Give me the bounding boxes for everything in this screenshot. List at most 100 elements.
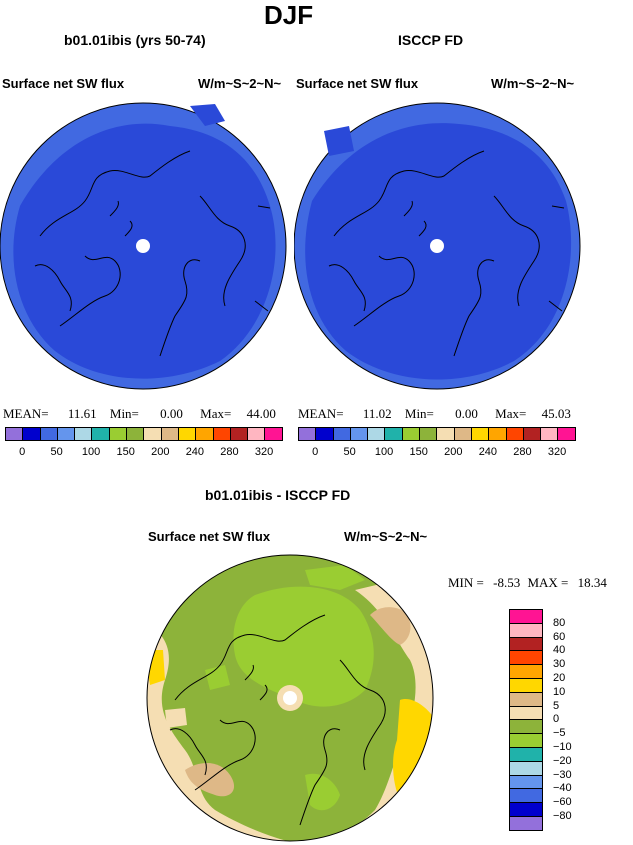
diff-units-label: W/m~S~2~N~ bbox=[344, 529, 428, 544]
colorbar-tick-label: 60 bbox=[553, 630, 566, 643]
colorbar-tick-label: 40 bbox=[553, 644, 566, 657]
colorbar-tick-label: −60 bbox=[553, 796, 572, 809]
colorbar-tick-label: 50 bbox=[343, 446, 356, 458]
panel2-units-label: W/m~S~2~N~ bbox=[491, 76, 575, 91]
panel2-max-value: 45.03 bbox=[541, 406, 571, 421]
colorbar-swatch bbox=[509, 636, 543, 652]
colorbar-swatch bbox=[212, 427, 231, 441]
colorbar-swatch bbox=[160, 427, 179, 441]
colorbar-swatch bbox=[74, 427, 93, 441]
panel1-colorbar bbox=[5, 427, 283, 441]
panel2-variable-label: Surface net SW flux bbox=[296, 76, 419, 91]
diff-min-label: MIN = bbox=[448, 575, 484, 590]
colorbar-tick-label: 5 bbox=[553, 699, 560, 712]
panel1-pole-hole bbox=[136, 239, 150, 253]
panel1-stats: MEAN= 11.61 Min= 0.00 Max= 44.00 bbox=[3, 406, 276, 422]
colorbar-swatch bbox=[108, 427, 128, 441]
colorbar-swatch bbox=[229, 427, 249, 441]
panel1-mean-label: MEAN= bbox=[3, 406, 49, 421]
colorbar-swatch bbox=[509, 691, 543, 707]
colorbar-swatch bbox=[315, 427, 334, 441]
colorbar-swatch bbox=[91, 427, 110, 441]
colorbar-swatch bbox=[505, 427, 524, 441]
colorbar-tick-label: −10 bbox=[553, 741, 572, 753]
colorbar-swatch bbox=[509, 746, 543, 762]
colorbar-swatch bbox=[436, 427, 455, 441]
colorbar-tick-label: −5 bbox=[553, 727, 566, 740]
colorbar-swatch bbox=[522, 427, 542, 441]
panel2-stats: MEAN= 11.02 Min= 0.00 Max= 45.03 bbox=[298, 406, 571, 422]
colorbar-swatch bbox=[509, 774, 543, 790]
colorbar-tick-label: 150 bbox=[409, 446, 428, 458]
colorbar-swatch bbox=[509, 733, 543, 748]
panel1-map bbox=[0, 102, 287, 390]
colorbar-tick-label: 0 bbox=[553, 713, 560, 726]
panel1-units-label: W/m~S~2~N~ bbox=[198, 76, 282, 91]
panel1-min-label: Min= bbox=[109, 406, 139, 421]
colorbar-swatch bbox=[126, 427, 145, 441]
colorbar-tick-label: 200 bbox=[151, 446, 170, 458]
colorbar-tick-label: −20 bbox=[553, 754, 572, 767]
diff-map bbox=[146, 554, 434, 842]
colorbar-tick-label: 0 bbox=[19, 446, 26, 458]
diff-max-label: MAX = bbox=[527, 575, 569, 590]
panel1-min-value: 0.00 bbox=[160, 406, 183, 421]
colorbar-swatch bbox=[453, 427, 472, 441]
panel2-map bbox=[294, 102, 581, 390]
colorbar-tick-label: 320 bbox=[547, 446, 567, 458]
colorbar-tick-label: −80 bbox=[553, 810, 572, 822]
colorbar-swatch bbox=[509, 815, 543, 831]
diff-min-value: -8.53 bbox=[493, 575, 521, 590]
colorbar-swatch bbox=[509, 609, 543, 624]
colorbar-swatch bbox=[401, 427, 421, 441]
colorbar-swatch bbox=[509, 677, 543, 693]
colorbar-tick-label: 0 bbox=[312, 446, 319, 458]
panel2-colorbar bbox=[298, 427, 576, 441]
colorbar-tick-label: −30 bbox=[553, 768, 572, 781]
colorbar-tick-label: 240 bbox=[185, 446, 205, 458]
panel2-min-label: Min= bbox=[404, 406, 434, 421]
panel2-min-value: 0.00 bbox=[455, 406, 478, 421]
panel2-mean-label: MEAN= bbox=[298, 406, 344, 421]
panel1-max-label: Max= bbox=[200, 406, 232, 421]
colorbar-tick-label: 20 bbox=[553, 672, 566, 684]
colorbar-tick-label: 150 bbox=[116, 446, 135, 458]
colorbar-swatch bbox=[509, 664, 543, 679]
colorbar-swatch bbox=[509, 788, 543, 804]
colorbar-swatch bbox=[264, 427, 283, 441]
colorbar-tick-label: 280 bbox=[513, 446, 532, 458]
colorbar-swatch bbox=[56, 427, 76, 441]
panel1-mean-value: 11.61 bbox=[67, 406, 97, 421]
colorbar-swatch bbox=[384, 427, 403, 441]
diff-variable-label: Surface net SW flux bbox=[148, 529, 271, 544]
colorbar-tick-label: 240 bbox=[478, 446, 498, 458]
colorbar-swatch bbox=[557, 427, 576, 441]
colorbar-tick-label: 280 bbox=[220, 446, 239, 458]
colorbar-swatch bbox=[143, 427, 162, 441]
season-title: DJF bbox=[264, 0, 314, 30]
panel2-title: ISCCP FD bbox=[398, 32, 464, 48]
colorbar-swatch bbox=[509, 719, 543, 735]
colorbar-swatch bbox=[419, 427, 438, 441]
colorbar-swatch bbox=[488, 427, 507, 441]
colorbar-swatch bbox=[470, 427, 490, 441]
colorbar-tick-label: 30 bbox=[553, 658, 566, 671]
panel2-coastlines bbox=[328, 150, 565, 357]
diff-title: b01.01ibis - ISCCP FD bbox=[205, 487, 351, 503]
colorbar-swatch bbox=[39, 427, 58, 441]
colorbar-swatch bbox=[247, 427, 266, 441]
colorbar-swatch bbox=[195, 427, 214, 441]
colorbar-swatch bbox=[509, 760, 543, 776]
colorbar-swatch bbox=[298, 427, 317, 441]
colorbar-tick-label: 200 bbox=[444, 446, 463, 458]
colorbar-swatch bbox=[367, 427, 386, 441]
diff-max-value: 18.34 bbox=[577, 575, 607, 590]
diff-stats: MIN = -8.53 MAX = 18.34 bbox=[448, 575, 607, 591]
colorbar-tick-label: 80 bbox=[553, 616, 566, 629]
panel2-pole-hole bbox=[430, 239, 444, 253]
colorbar-swatch bbox=[509, 650, 543, 666]
colorbar-swatch bbox=[22, 427, 41, 441]
diff-coastlines bbox=[169, 614, 386, 826]
colorbar-swatch bbox=[332, 427, 351, 441]
diff-pole-hole bbox=[283, 691, 297, 705]
